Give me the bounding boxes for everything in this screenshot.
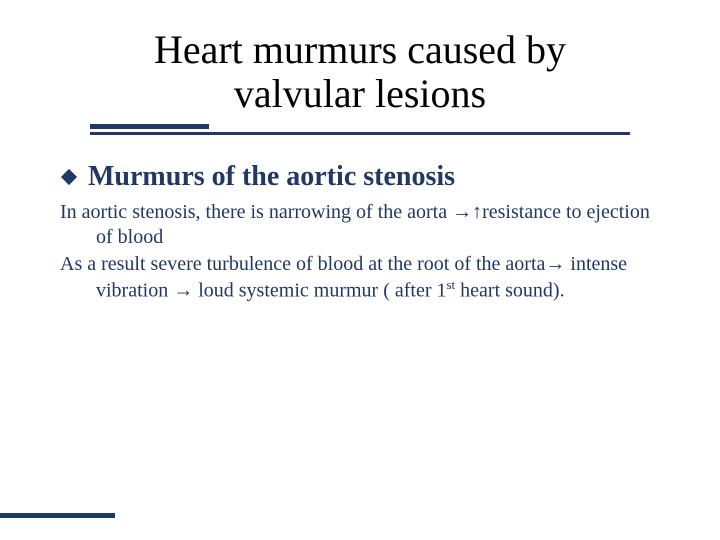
body-paragraph-1: In aortic stenosis, there is narrowing o… [60,200,660,250]
title-underline [90,124,630,138]
p2-pre: As a result severe turbulence of blood a… [60,253,545,275]
subtitle: Murmurs of the aortic stenosis [88,160,455,194]
bullet-row: Murmurs of the aortic stenosis [60,160,660,194]
p1-pre: In aortic stenosis, there is narrowing o… [60,201,452,223]
slide: Heart murmurs caused by valvular lesions… [0,0,720,540]
arrow-right-icon: → [545,253,565,275]
content-area: Murmurs of the aortic stenosis In aortic… [50,160,670,303]
arrow-right-icon: → [173,279,193,301]
underline-short [90,124,209,129]
p2-post-pre: loud systemic murmur ( after 1 [193,279,446,301]
arrow-up-icon: ↑ [472,201,482,223]
underline-long [90,132,630,135]
p2-post-post: heart sound). [455,279,564,301]
superscript-st: st [447,277,456,292]
body-paragraph-2: As a result severe turbulence of blood a… [60,252,660,304]
slide-title: Heart murmurs caused by valvular lesions [90,28,630,116]
diamond-bullet-icon [60,168,78,186]
footer-accent-bar [0,513,115,518]
arrow-right-icon: → [452,201,472,223]
title-block: Heart murmurs caused by valvular lesions [50,28,670,116]
